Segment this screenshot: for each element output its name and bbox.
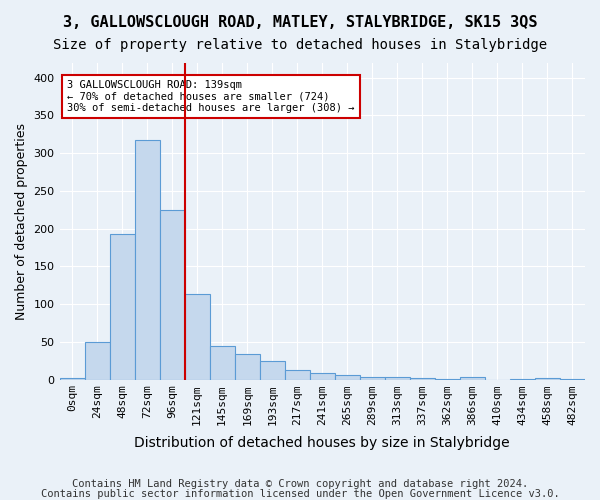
Bar (260, 362, 285, 380)
Text: 3 GALLOWSCLOUGH ROAD: 139sqm
← 70% of detached houses are smaller (724)
30% of s: 3 GALLOWSCLOUGH ROAD: 139sqm ← 70% of de… (67, 80, 355, 113)
Bar (385, 378, 410, 380)
Text: Size of property relative to detached houses in Stalybridge: Size of property relative to detached ho… (53, 38, 547, 52)
Bar (435, 379, 460, 380)
Bar (310, 372, 335, 380)
Bar (335, 375, 360, 380)
Bar (59, 378, 85, 380)
Bar (535, 378, 560, 380)
X-axis label: Distribution of detached houses by size in Stalybridge: Distribution of detached houses by size … (134, 436, 510, 450)
Bar (510, 379, 535, 380)
Text: Contains HM Land Registry data © Crown copyright and database right 2024.: Contains HM Land Registry data © Crown c… (72, 479, 528, 489)
Bar (410, 378, 435, 380)
Y-axis label: Number of detached properties: Number of detached properties (15, 122, 28, 320)
Bar (185, 294, 209, 380)
Text: Contains public sector information licensed under the Open Government Licence v3: Contains public sector information licen… (41, 489, 559, 499)
Bar (560, 379, 585, 380)
Text: 3, GALLOWSCLOUGH ROAD, MATLEY, STALYBRIDGE, SK15 3QS: 3, GALLOWSCLOUGH ROAD, MATLEY, STALYBRID… (63, 15, 537, 30)
Bar (160, 210, 185, 380)
Bar (134, 140, 160, 380)
Bar (285, 370, 310, 380)
Bar (209, 346, 235, 380)
Bar (360, 376, 385, 380)
Bar (110, 234, 134, 380)
Bar (85, 342, 110, 380)
Bar (460, 378, 485, 380)
Bar (235, 354, 260, 380)
